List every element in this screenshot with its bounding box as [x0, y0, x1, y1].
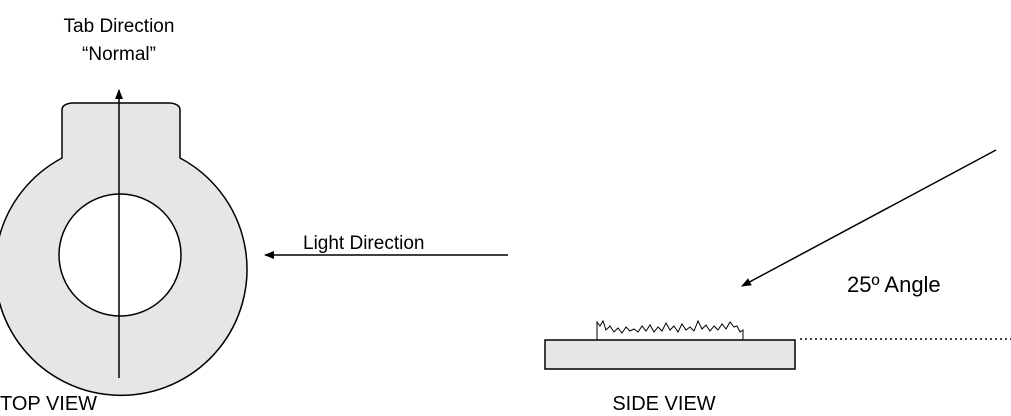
side-view-group: 25º Angle SIDE VIEW — [544, 149, 1011, 415]
light-direction-label: Light Direction — [303, 233, 424, 254]
tab-direction-normal-label: “Normal” — [82, 44, 156, 65]
surface-roughness-profile — [596, 319, 744, 340]
angled-light-arrow — [741, 149, 997, 287]
washer-tab-shape — [0, 102, 248, 397]
angle-label: 25º Angle — [847, 272, 941, 297]
side-view-label: SIDE VIEW — [612, 393, 715, 415]
tab-direction-label: Tab Direction — [64, 16, 175, 37]
top-view-label: TOP VIEW — [0, 393, 97, 415]
top-view-group: Tab Direction “Normal” TOP VIEW — [0, 16, 248, 415]
substrate-block — [544, 339, 796, 370]
light-direction-group: Light Direction — [264, 233, 508, 259]
